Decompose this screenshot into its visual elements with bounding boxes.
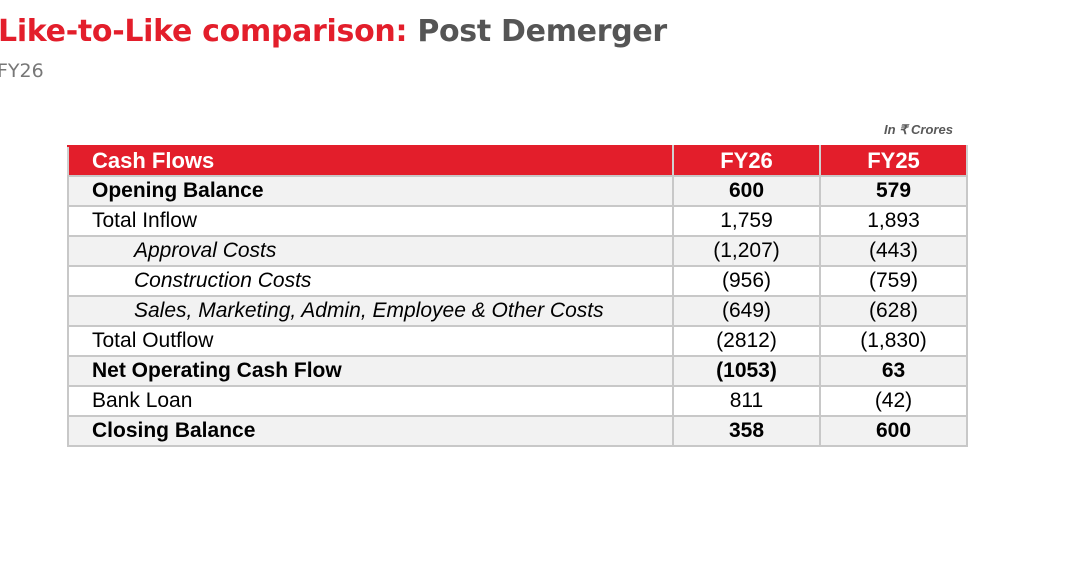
title-rest: Post Demerger: [417, 14, 667, 49]
row-label: Net Operating Cash Flow: [67, 355, 674, 387]
fy26-value: 1,759: [672, 205, 821, 237]
fy25-value: 63: [819, 355, 968, 387]
fy26-value: (1053): [672, 355, 821, 387]
fy26-value: 600: [672, 175, 821, 207]
table-row: Net Operating Cash Flow (1053) 63: [67, 355, 968, 387]
row-label: Closing Balance: [67, 415, 674, 447]
fy26-value: (1,207): [672, 235, 821, 267]
fy25-value: (443): [819, 235, 968, 267]
fy26-value: (956): [672, 265, 821, 297]
column-header-cash-flows: Cash Flows: [67, 145, 674, 177]
fy25-value: 600: [819, 415, 968, 447]
row-label: Total Inflow: [67, 205, 674, 237]
row-label: Bank Loan: [67, 385, 674, 417]
table-row: Total Inflow 1,759 1,893: [67, 205, 968, 237]
table-row: Bank Loan 811 (42): [67, 385, 968, 417]
fy26-value: (2812): [672, 325, 821, 357]
column-header-fy26: FY26: [672, 145, 821, 177]
title-accent: Like-to-Like comparison:: [0, 14, 408, 49]
row-label: Opening Balance: [67, 175, 674, 207]
fy25-value: (1,830): [819, 325, 968, 357]
page-title: Like-to-Like comparison: Post Demerger: [0, 14, 667, 49]
row-label: Total Outflow: [67, 325, 674, 357]
fy25-value: (759): [819, 265, 968, 297]
table-header-row: Cash Flows FY26 FY25: [67, 145, 968, 177]
table-body: Opening Balance 600 579 Total Inflow 1,759 1,…: [67, 175, 968, 447]
fy25-value: (628): [819, 295, 968, 327]
table-row: Construction Costs (956) (759): [67, 265, 968, 297]
table-row: Total Outflow (2812) (1,830): [67, 325, 968, 357]
table-row: Sales, Marketing, Admin, Employee & Othe…: [67, 295, 968, 327]
fy25-value: 1,893: [819, 205, 968, 237]
page-subtitle: FY26: [0, 60, 44, 82]
fy26-value: 811: [672, 385, 821, 417]
table-row: Opening Balance 600 579: [67, 175, 968, 207]
row-label: Sales, Marketing, Admin, Employee & Othe…: [67, 295, 674, 327]
fy25-value: (42): [819, 385, 968, 417]
table-row: Closing Balance 358 600: [67, 415, 968, 447]
column-header-fy25: FY25: [819, 145, 968, 177]
table-row: Approval Costs (1,207) (443): [67, 235, 968, 267]
fy26-value: 358: [672, 415, 821, 447]
unit-note: In ₹ Crores: [884, 122, 953, 137]
fy26-value: (649): [672, 295, 821, 327]
fy25-value: 579: [819, 175, 968, 207]
row-label: Approval Costs: [67, 235, 674, 267]
row-label: Construction Costs: [67, 265, 674, 297]
cash-flow-table: Cash Flows FY26 FY25 Opening Balance 600 5…: [67, 145, 968, 447]
